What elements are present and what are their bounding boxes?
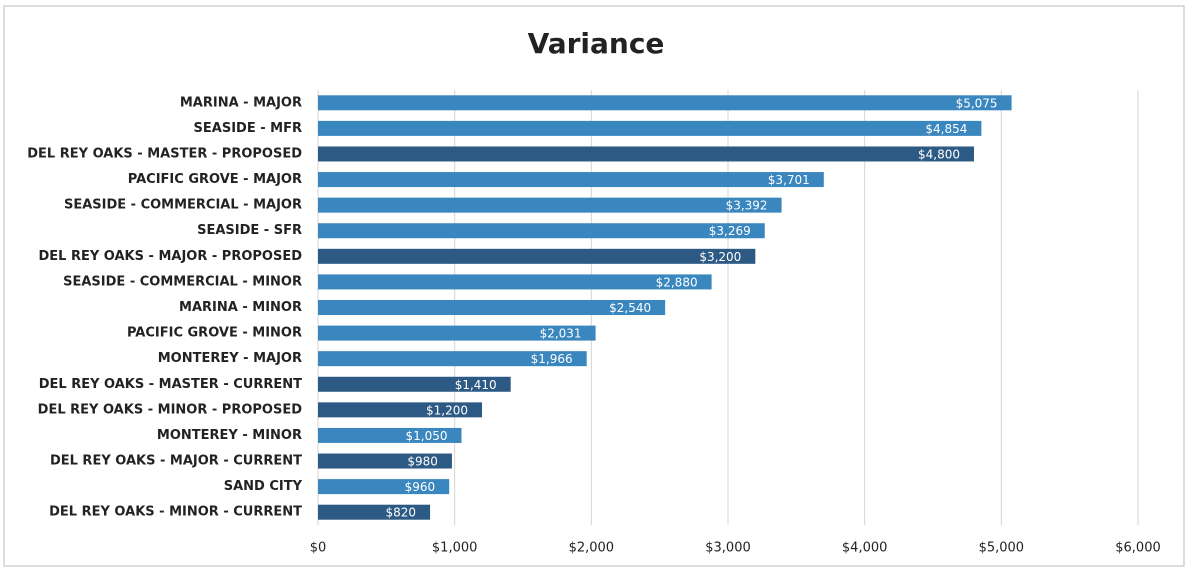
value-label: $3,701 (768, 173, 810, 187)
bar (318, 504, 431, 520)
value-label: $5,075 (956, 96, 998, 110)
x-tick-label: $0 (310, 541, 327, 556)
y-tick-label: PACIFIC GROVE - MAJOR (128, 172, 302, 187)
y-tick-label: SAND CITY (224, 479, 303, 494)
value-label: $2,880 (656, 275, 698, 289)
bar (318, 172, 824, 188)
y-tick-label: MARINA - MAJOR (180, 95, 302, 110)
value-label: $980 (407, 455, 438, 469)
value-label: $3,269 (709, 224, 751, 238)
value-label: $4,800 (918, 147, 960, 161)
x-tick-label: $5,000 (979, 541, 1025, 556)
value-label: $1,050 (406, 429, 448, 443)
value-label: $2,540 (609, 301, 651, 315)
chart-title: Variance (528, 27, 665, 60)
value-label: $820 (386, 506, 417, 520)
x-tick-label: $6,000 (1115, 541, 1161, 556)
y-tick-label: MONTEREY - MAJOR (158, 351, 302, 366)
y-tick-label: DEL REY OAKS - MASTER - PROPOSED (27, 146, 302, 161)
bar (318, 351, 587, 367)
y-tick-label: DEL REY OAKS - MAJOR - CURRENT (50, 454, 302, 469)
x-tick-label: $3,000 (705, 541, 751, 556)
bar (318, 146, 974, 162)
x-tick-label: $1,000 (432, 541, 478, 556)
bar (318, 274, 712, 290)
bar (318, 376, 511, 392)
value-label: $4,854 (925, 122, 967, 136)
y-tick-label: SEASIDE - SFR (197, 223, 302, 238)
bar (318, 95, 1012, 111)
y-tick-label: DEL REY OAKS - MINOR - CURRENT (49, 505, 302, 520)
value-label: $3,200 (699, 250, 741, 264)
y-tick-label: SEASIDE - MFR (194, 121, 302, 136)
x-tick-label: $2,000 (569, 541, 615, 556)
y-tick-label: MONTEREY - MINOR (157, 428, 302, 443)
value-label: $2,031 (540, 327, 582, 341)
y-tick-label: SEASIDE - COMMERCIAL - MINOR (63, 274, 302, 289)
bar (318, 248, 756, 264)
y-tick-label: DEL REY OAKS - MASTER - CURRENT (39, 377, 302, 392)
bar (318, 120, 982, 136)
bar (318, 223, 765, 239)
bar (318, 197, 782, 213)
value-label: $1,966 (531, 352, 573, 366)
value-label: $3,392 (726, 199, 768, 213)
y-tick-label: PACIFIC GROVE - MINOR (127, 326, 302, 341)
y-tick-label: DEL REY OAKS - MAJOR - PROPOSED (38, 249, 302, 264)
x-tick-label: $4,000 (842, 541, 888, 556)
bar (318, 479, 450, 495)
bar (318, 427, 462, 443)
value-label: $960 (405, 480, 436, 494)
value-label: $1,200 (426, 403, 468, 417)
bar (318, 453, 452, 469)
bar (318, 300, 666, 315)
bar (318, 325, 596, 341)
y-tick-label: MARINA - MINOR (179, 300, 302, 315)
y-tick-label: SEASIDE - COMMERCIAL - MAJOR (64, 198, 302, 213)
value-label: $1,410 (455, 378, 497, 392)
bar (318, 402, 482, 418)
y-tick-label: DEL REY OAKS - MINOR - PROPOSED (38, 402, 303, 417)
